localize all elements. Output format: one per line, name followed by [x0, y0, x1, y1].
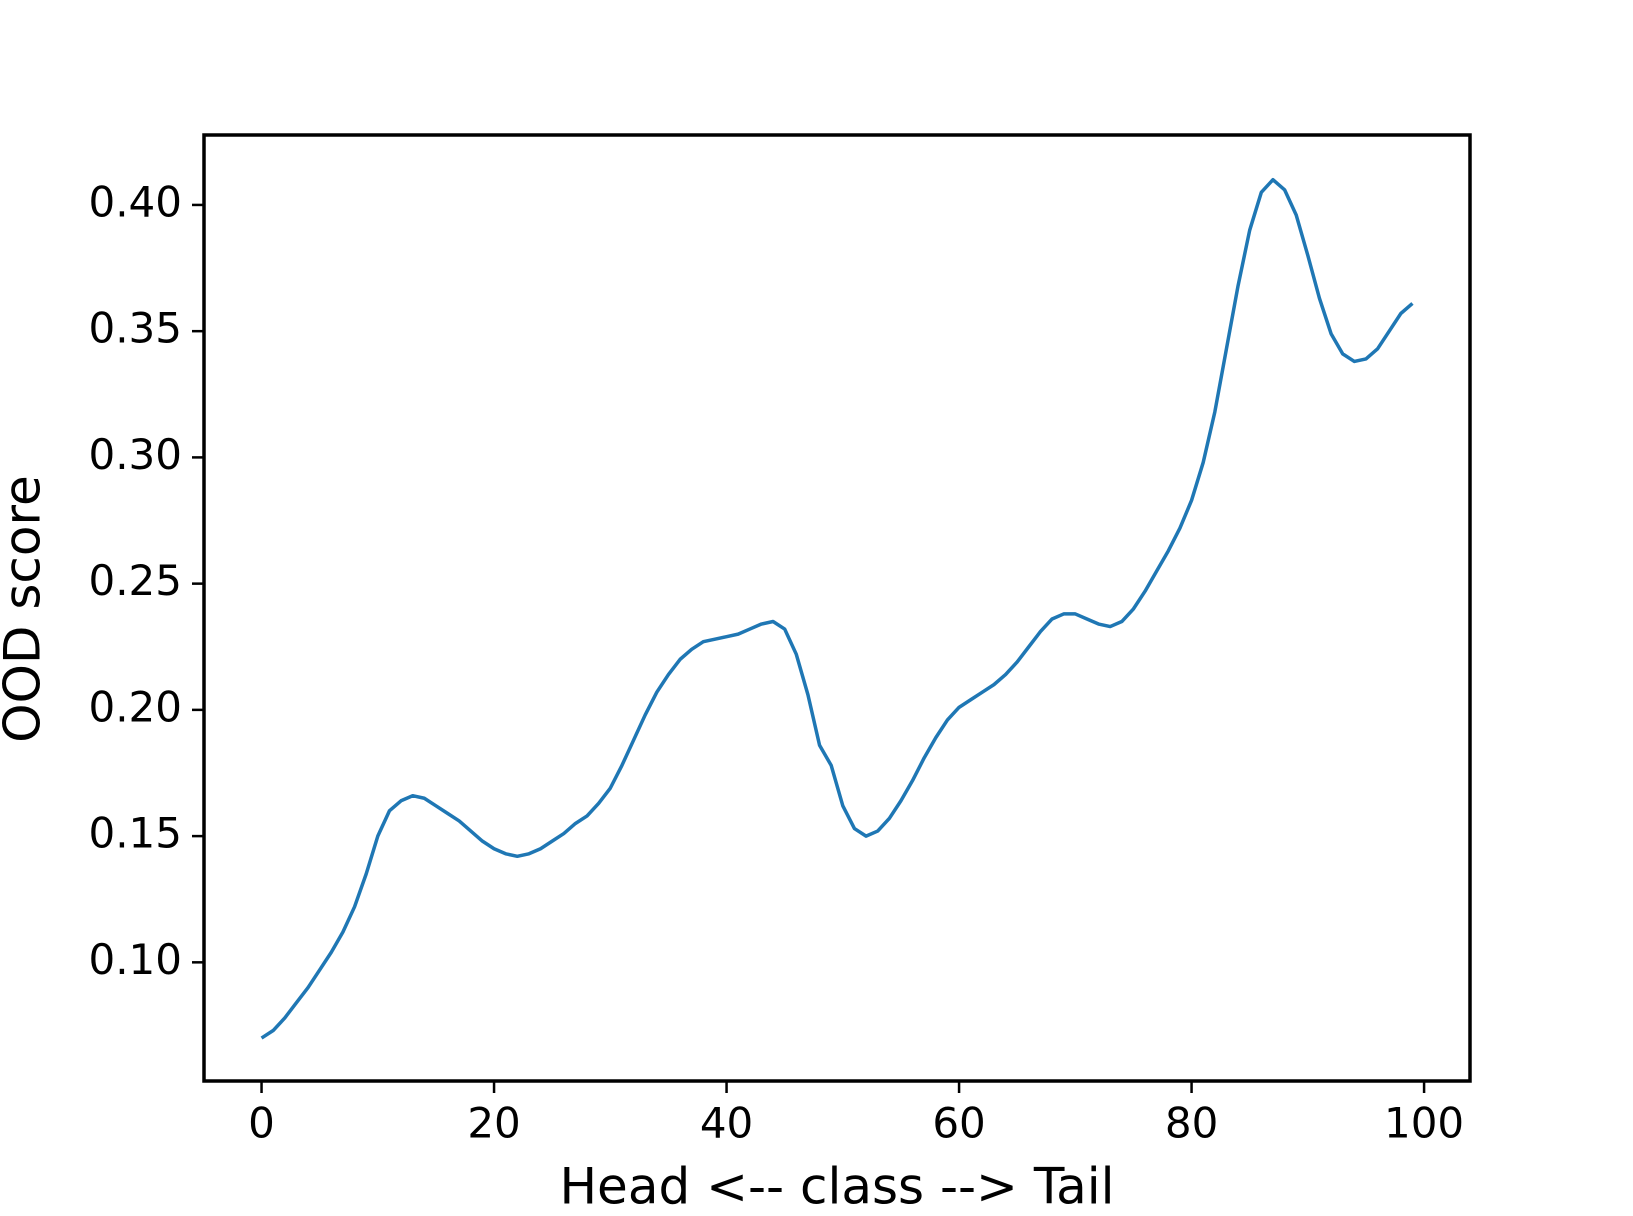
x-axis-label: Head <-- class --> Tail [559, 1158, 1114, 1216]
data-line [260, 177, 1414, 1040]
x-tick-label: 60 [932, 1099, 985, 1148]
y-tick-label: 0.30 [88, 430, 182, 479]
y-tick-label: 0.25 [88, 556, 182, 605]
plot-frame [202, 133, 1472, 1083]
x-tick-label: 40 [700, 1099, 753, 1148]
x-tick-label: 100 [1384, 1099, 1464, 1148]
y-tick-label: 0.20 [88, 682, 182, 731]
y-axis-label: OOD score [0, 475, 52, 742]
y-tick-label: 0.15 [88, 809, 182, 858]
x-tick-label: 20 [467, 1099, 520, 1148]
y-tick-label: 0.10 [88, 935, 182, 984]
y-tick-label: 0.35 [88, 304, 182, 353]
x-tick-label: 0 [248, 1099, 275, 1148]
y-tick-label: 0.40 [88, 177, 182, 226]
x-tick-label: 80 [1165, 1099, 1218, 1148]
